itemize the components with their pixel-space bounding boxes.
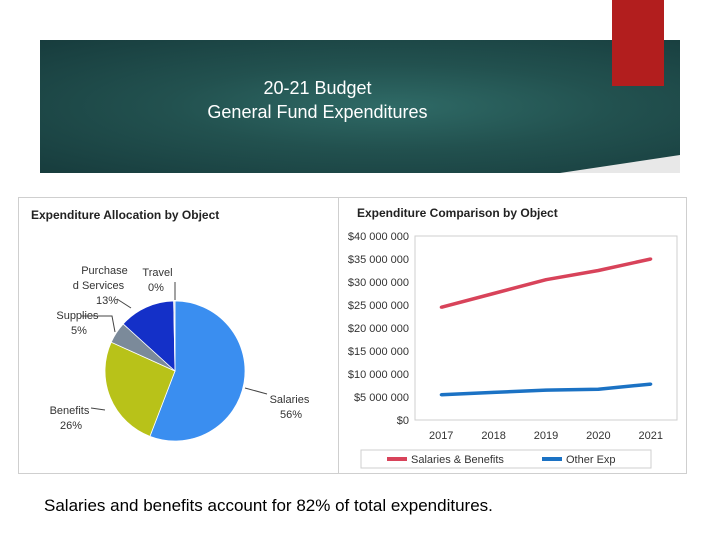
- data-point: [439, 305, 443, 309]
- x-tick-label: 2018: [481, 430, 505, 442]
- title-line-1: 20-21 Budget: [263, 78, 372, 98]
- pie-label-benefits: Benefits 26%: [50, 405, 93, 432]
- title-line-2: General Fund Expenditures: [207, 102, 428, 122]
- pie-label-travel: Travel 0%: [142, 267, 175, 294]
- pie-label-travel-name: Travel: [142, 267, 172, 279]
- y-tick-label: $15 000 000: [348, 346, 409, 358]
- pie-label-salaries-name: Salaries: [270, 394, 310, 406]
- y-tick-label: $40 000 000: [348, 231, 409, 243]
- legend-box: [360, 449, 652, 469]
- data-point: [596, 269, 600, 272]
- data-point: [544, 278, 548, 282]
- pie-label-supplies-name: Supplies: [56, 310, 99, 322]
- line-chart-title: Expenditure Comparison by Object: [357, 206, 558, 220]
- title-banner: [40, 40, 680, 173]
- pie-label-benefits-name: Benefits: [50, 405, 90, 417]
- data-point: [649, 382, 653, 386]
- line-chart-panel: Expenditure Comparison by Object $40 000…: [338, 197, 687, 474]
- x-tick-label: 2019: [534, 430, 558, 442]
- y-tick-label: $0: [397, 415, 409, 427]
- pie-chart: Expenditure Allocation by Object Purchas…: [31, 208, 313, 442]
- pie-slice-travel: [173, 300, 176, 372]
- pie-slices: [104, 300, 246, 442]
- y-tick-label: $10 000 000: [348, 369, 409, 381]
- y-tick-label: $30 000 000: [348, 277, 409, 289]
- pct-travel: 0%: [148, 282, 164, 294]
- x-tick-label: 2021: [639, 430, 663, 442]
- accent-tab: [612, 0, 664, 86]
- data-point: [492, 292, 496, 295]
- pie-label-salaries: Salaries 56%: [270, 394, 313, 421]
- pct-salaries: 56%: [280, 409, 302, 421]
- pct-benefits: 26%: [60, 420, 82, 432]
- leader-line-purchased-services: [116, 298, 132, 309]
- slide-title: 20-21 Budget General Fund Expenditures: [40, 76, 595, 124]
- pie-slice-purchased-services: [122, 300, 176, 372]
- slide-caption: Salaries and benefits account for 82% of…: [44, 496, 493, 515]
- leader-line-benefits: [90, 407, 106, 411]
- line-chart: Expenditure Comparison by Object $40 000…: [348, 206, 678, 469]
- data-point: [596, 387, 600, 391]
- pie-chart-panel: Expenditure Allocation by Object Purchas…: [18, 197, 340, 474]
- data-point: [544, 388, 548, 392]
- y-tick-label: $25 000 000: [348, 300, 409, 312]
- series-line-salaries-benefits: [440, 257, 652, 309]
- line-legend: Salaries & Benefits Other Exp: [360, 449, 652, 469]
- x-tick-label: 2017: [429, 430, 453, 442]
- pct-purchased-services: 13%: [96, 295, 118, 307]
- pct-supplies: 5%: [71, 325, 87, 337]
- y-axis-ticks: $40 000 000 $35 000 000 $30 000 000 $25 000…: [348, 231, 409, 427]
- y-tick-label: $5 000 000: [354, 392, 409, 404]
- leader-line-salaries: [244, 387, 268, 395]
- data-point: [439, 393, 443, 397]
- x-axis-ticks: 2017 2018 2019 2020 2021: [429, 430, 663, 442]
- leader-line-supplies: [81, 315, 116, 333]
- x-tick-label: 2020: [586, 430, 610, 442]
- pie-label-supplies: Supplies 5%: [56, 310, 101, 337]
- y-tick-label: $35 000 000: [348, 254, 409, 266]
- pie-leader-lines: [81, 282, 268, 411]
- data-point: [649, 257, 653, 261]
- series-lines: [439, 257, 653, 397]
- pie-slice-benefits: [104, 341, 176, 437]
- plot-area: [414, 235, 678, 421]
- legend-label-other-exp: Other Exp: [566, 454, 616, 466]
- data-point: [492, 390, 496, 394]
- pie-label-purchased-services: Purchase d Services 13%: [73, 265, 131, 307]
- y-tick-label: $20 000 000: [348, 323, 409, 335]
- pie-slice-salaries: [149, 300, 246, 442]
- legend-label-salaries-benefits: Salaries & Benefits: [411, 454, 504, 466]
- pie-chart-title: Expenditure Allocation by Object: [31, 208, 219, 222]
